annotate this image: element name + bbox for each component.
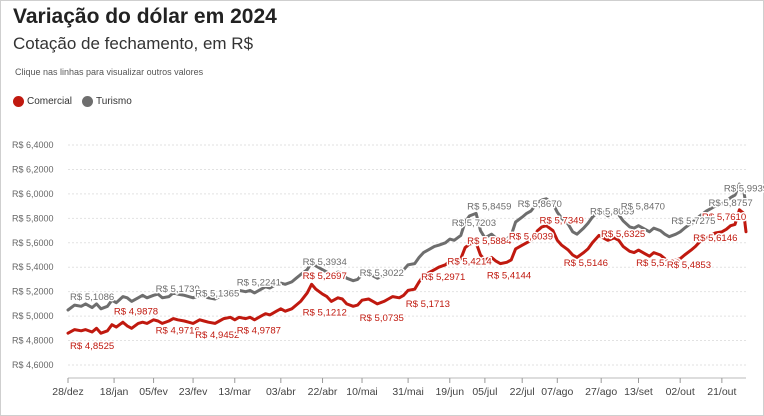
data-label-turismo: R$ 5,3022 <box>360 268 404 279</box>
data-label-turismo: R$ 5,7275 <box>671 216 715 227</box>
data-label-comercial: R$ 5,0735 <box>360 313 404 324</box>
data-label-comercial: R$ 5,2971 <box>421 272 465 283</box>
legend-item-turismo[interactable]: Turismo <box>82 96 132 107</box>
data-label-comercial: R$ 5,1713 <box>406 299 450 310</box>
data-label-turismo: R$ 5,1086 <box>70 292 114 303</box>
x-tick-label: 05/jul <box>472 386 497 398</box>
legend-dot-turismo-icon <box>82 96 94 107</box>
data-label-comercial: R$ 5,5100 <box>636 258 680 269</box>
data-label-comercial: R$ 5,5884 <box>467 236 512 247</box>
x-tick-label: 21/out <box>707 386 736 398</box>
data-label-comercial: R$ 5,5146 <box>564 258 608 269</box>
x-tick-label: 13/set <box>624 386 653 398</box>
y-tick-label: R$ 6,0000 <box>12 189 54 199</box>
data-label-turismo: R$ 5,8670 <box>518 199 562 210</box>
x-tick-label: 02/out <box>666 386 695 398</box>
interaction-hint: Clique nas linhas para visualizar outros… <box>15 67 204 77</box>
x-tick-label: 28/dez <box>52 386 84 398</box>
x-tick-label: 10/mai <box>346 386 378 398</box>
x-tick-label: 31/mai <box>392 386 424 398</box>
legend: Comercial Turismo <box>13 96 132 107</box>
data-label-comercial: R$ 4,8525 <box>70 341 114 352</box>
data-label-comercial: R$ 4,9787 <box>237 326 281 337</box>
x-tick-label: 22/jul <box>510 386 535 398</box>
legend-label-comercial: Comercial <box>27 96 73 107</box>
y-tick-label: R$ 4,6000 <box>12 360 54 370</box>
data-label-turismo: R$ 5,8059 <box>590 207 634 218</box>
y-tick-label: R$ 5,8000 <box>12 213 54 223</box>
data-label-comercial: R$ 4,9878 <box>114 307 158 318</box>
x-tick-label: 13/mar <box>218 386 251 398</box>
chart-title: Variação do dólar em 2024 <box>13 5 277 28</box>
data-label-turismo: R$ 5,2241 <box>237 278 281 289</box>
series-line-turismo[interactable] <box>66 182 748 312</box>
x-tick-label: 07/ago <box>541 386 573 398</box>
y-tick-label: R$ 5,0000 <box>12 311 54 321</box>
x-tick-label: 27/ago <box>585 386 617 398</box>
data-label-turismo: R$ 5,9939 <box>724 184 764 195</box>
data-label-comercial: R$ 5,2697 <box>303 271 347 282</box>
data-label-turismo: R$ 5,3934 <box>303 257 348 268</box>
x-tick-label: 19/jun <box>435 386 464 398</box>
legend-label-turismo: Turismo <box>96 96 132 107</box>
data-label-comercial: R$ 5,7349 <box>540 215 584 226</box>
y-tick-label: R$ 6,2000 <box>12 164 54 174</box>
data-label-comercial: R$ 5,4214 <box>447 257 492 268</box>
series-line-comercial[interactable] <box>66 208 748 335</box>
data-label-comercial: R$ 4,9452 <box>195 330 239 341</box>
data-label-comercial: R$ 5,6146 <box>693 233 737 244</box>
data-label-comercial: R$ 5,1212 <box>303 307 347 318</box>
data-label-turismo: R$ 5,1365 <box>195 288 239 299</box>
data-label-comercial: R$ 5,6039 <box>509 231 553 242</box>
data-label-turismo: R$ 5,1739 <box>156 284 200 295</box>
y-tick-label: R$ 5,6000 <box>12 238 54 248</box>
y-tick-label: R$ 6,4000 <box>12 140 54 150</box>
x-tick-label: 03/abr <box>266 386 296 398</box>
x-tick-label: 05/fev <box>139 386 168 398</box>
legend-dot-comercial-icon <box>13 96 24 107</box>
data-label-comercial: R$ 5,7610 <box>702 212 746 223</box>
x-tick-label: 23/fev <box>179 386 208 398</box>
data-label-comercial: R$ 5,4144 <box>487 270 532 281</box>
chart-subtitle: Cotação de fechamento, em R$ <box>13 34 254 53</box>
y-tick-label: R$ 4,8000 <box>12 336 54 346</box>
data-label-comercial: R$ 5,4853 <box>667 260 711 271</box>
y-tick-label: R$ 5,2000 <box>12 287 54 297</box>
y-tick-label: R$ 5,4000 <box>12 262 54 272</box>
data-label-comercial: R$ 5,6325 <box>601 229 645 240</box>
data-label-turismo: R$ 5,7203 <box>452 218 496 229</box>
data-label-comercial: R$ 4,9716 <box>156 326 200 337</box>
x-tick-label: 22/abr <box>308 386 338 398</box>
x-tick-label: 18/jan <box>100 386 129 398</box>
data-label-turismo: R$ 5,8470 <box>621 202 665 213</box>
data-label-turismo: R$ 5,8459 <box>467 202 511 213</box>
data-label-turismo: R$ 5,8757 <box>709 198 753 209</box>
legend-item-comercial[interactable]: Comercial <box>13 96 72 107</box>
